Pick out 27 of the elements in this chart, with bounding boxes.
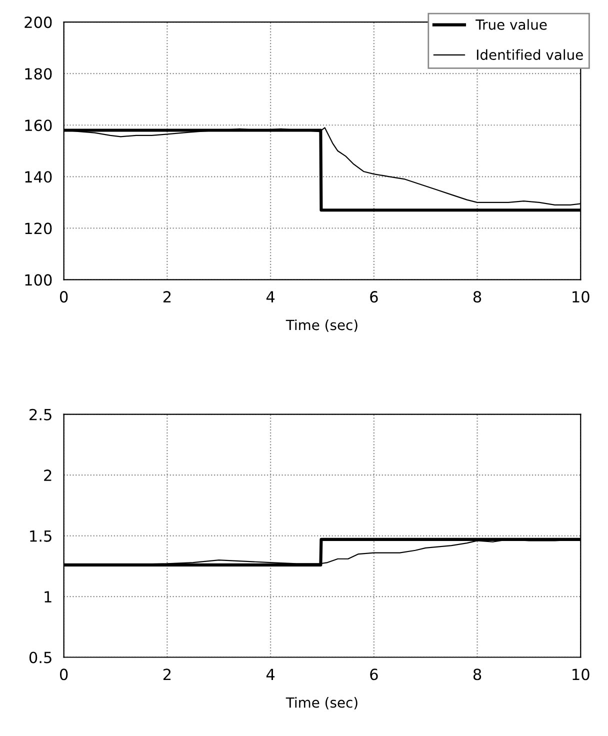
x-axis-title: Time (sec) <box>286 697 358 710</box>
y-tick-label: 2.5 <box>30 408 52 420</box>
x-tick-label: 8 <box>473 668 482 680</box>
x-axis-title: Time (sec) <box>286 319 358 332</box>
y-tick-label: 1.5 <box>30 530 52 542</box>
x-tick-label: 4 <box>266 291 275 302</box>
y-tick-label: 1 <box>44 591 52 602</box>
y-tick-label: 120 <box>25 222 52 234</box>
y-tick-label: 160 <box>25 120 52 132</box>
legend-label: True value <box>476 19 547 30</box>
x-tick-label: 4 <box>266 668 275 680</box>
y-tick-label: 140 <box>25 171 52 183</box>
legend-label: Identified value <box>476 49 583 60</box>
x-tick-label: 6 <box>370 668 378 680</box>
y-tick-label: 100 <box>25 274 52 286</box>
y-tick-label: 0.5 <box>29 652 52 664</box>
x-tick-label: 2 <box>163 291 171 302</box>
y-tick-label: 180 <box>25 68 52 80</box>
x-tick-label: 0 <box>60 291 68 303</box>
x-tick-label: 8 <box>473 291 482 303</box>
x-tick-label: 6 <box>370 291 378 303</box>
x-tick-label: 10 <box>572 291 590 303</box>
y-tick-label: 200 <box>24 16 52 28</box>
x-tick-label: 0 <box>60 668 68 680</box>
y-tick-label: 2 <box>44 470 52 481</box>
x-tick-label: 10 <box>572 668 590 680</box>
x-tick-label: 2 <box>163 668 171 680</box>
